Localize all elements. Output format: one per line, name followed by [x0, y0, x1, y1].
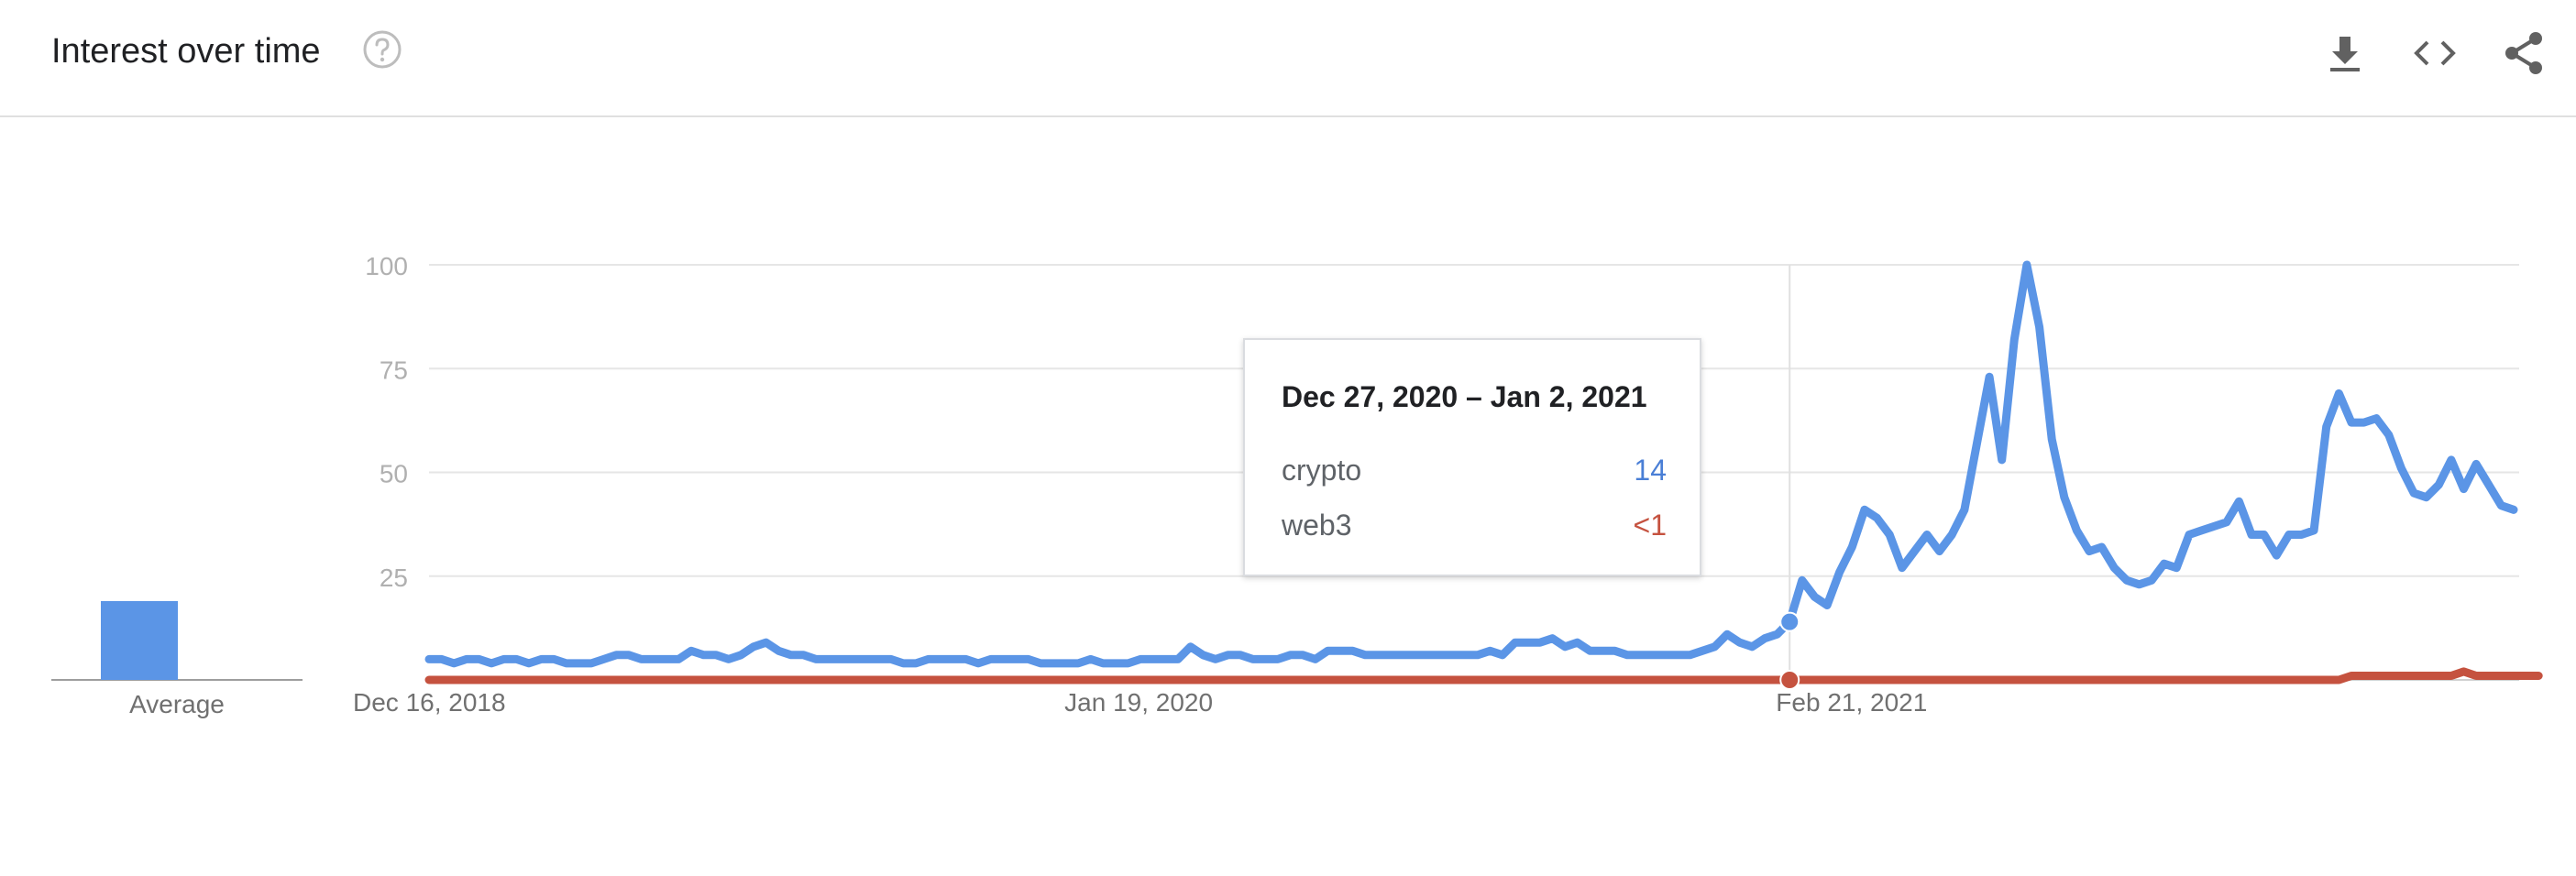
chart-header: Interest over time	[0, 0, 2576, 117]
y-tick-label: 25	[380, 564, 408, 592]
y-tick-label: 100	[365, 252, 408, 280]
tooltip-date: Dec 27, 2020 – Jan 2, 2021	[1282, 380, 1647, 413]
embed-code-icon[interactable]	[2409, 27, 2460, 79]
download-icon[interactable]	[2319, 27, 2371, 79]
chart-title: Interest over time	[51, 32, 321, 71]
tooltip-row-crypto: crypto 14	[1282, 454, 1667, 487]
tooltip-series-value: <1	[1633, 509, 1667, 542]
tooltip-series-name: crypto	[1282, 454, 1362, 487]
data-tooltip: Dec 27, 2020 – Jan 2, 2021 crypto 14 web…	[1243, 338, 1701, 576]
highlight-point-web3	[1779, 670, 1800, 690]
tooltip-row-web3: web3 <1	[1282, 509, 1667, 542]
tooltip-series-value: 14	[1634, 454, 1667, 487]
help-icon[interactable]	[362, 29, 402, 70]
average-label: Average	[129, 690, 225, 718]
x-tick-label: Jan 19, 2020	[1064, 688, 1213, 717]
x-tick-label: Dec 16, 2018	[353, 688, 506, 717]
y-tick-label: 75	[380, 356, 408, 384]
series-line-web3	[424, 667, 2543, 684]
tooltip-series-name: web3	[1282, 509, 1352, 542]
series-line-crypto	[424, 260, 2518, 668]
highlight-point-crypto	[1779, 611, 1800, 632]
average-bar-crypto	[101, 600, 178, 680]
share-icon[interactable]	[2499, 27, 2550, 79]
x-tick-label: Feb 21, 2021	[1776, 688, 1927, 717]
y-tick-label: 50	[380, 460, 408, 488]
